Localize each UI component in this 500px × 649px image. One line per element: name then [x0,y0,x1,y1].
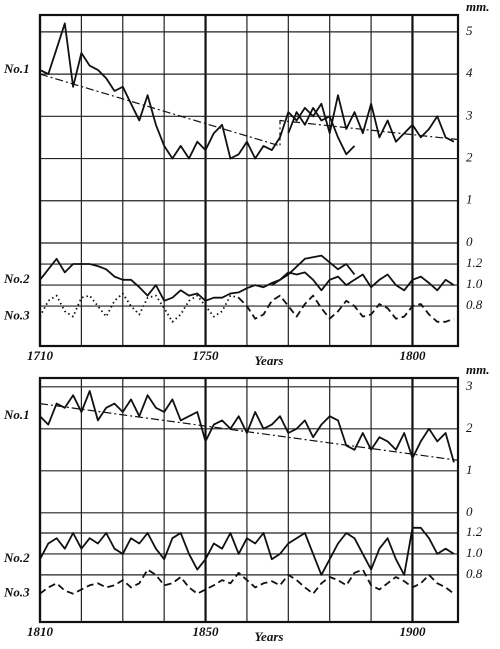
y-tick-label: 2 [466,150,473,165]
series-line [39,73,459,147]
series-line [39,22,455,160]
series-label: No.1 [3,61,30,76]
series-label: No.2 [3,271,30,286]
y2-tick-label: 1.2 [466,524,483,539]
series-label: No.1 [3,407,30,422]
y2-tick-label: 0.8 [466,566,483,581]
y-tick-label: 5 [466,23,473,38]
y2-tick-label: 1.0 [466,545,483,560]
x-tick-label: 1850 [193,624,220,639]
series-line [39,292,239,323]
series-label: No.2 [3,550,30,565]
y-tick-label: 0 [466,234,473,249]
series-label: No.3 [3,308,30,323]
series-line [238,294,455,323]
series-line [39,526,455,576]
y-tick-label: 2 [466,420,473,435]
x-tick-label: 1750 [193,348,220,363]
y-tick-label: 4 [466,65,473,80]
x-tick-label: 1710 [27,348,54,363]
series-line [39,257,455,302]
y2-tick-label: 1.0 [466,276,483,291]
plot-frame [38,13,460,348]
x-axis-label: Years [255,353,284,368]
y-tick-label: 3 [465,378,473,393]
y-tick-label: 1 [466,192,473,207]
series-line [39,403,459,461]
plot-frame [38,376,460,624]
series-line [271,254,356,286]
x-axis-label: Years [255,629,284,644]
y2-tick-label: 1.2 [466,255,483,270]
y-tick-label: 1 [466,462,473,477]
series-line [39,390,455,463]
series-line [287,107,356,156]
y-unit: mm. [466,0,489,14]
x-tick-label: 1810 [27,624,54,639]
series-label: No.3 [3,585,30,600]
y2-tick-label: 0.8 [466,297,483,312]
y-tick-label: 3 [465,107,473,122]
series-line [39,568,455,595]
x-tick-label: 1800 [399,348,426,363]
y-unit: mm. [466,362,489,377]
y-tick-label: 0 [466,504,473,519]
x-tick-label: 1900 [399,624,426,639]
